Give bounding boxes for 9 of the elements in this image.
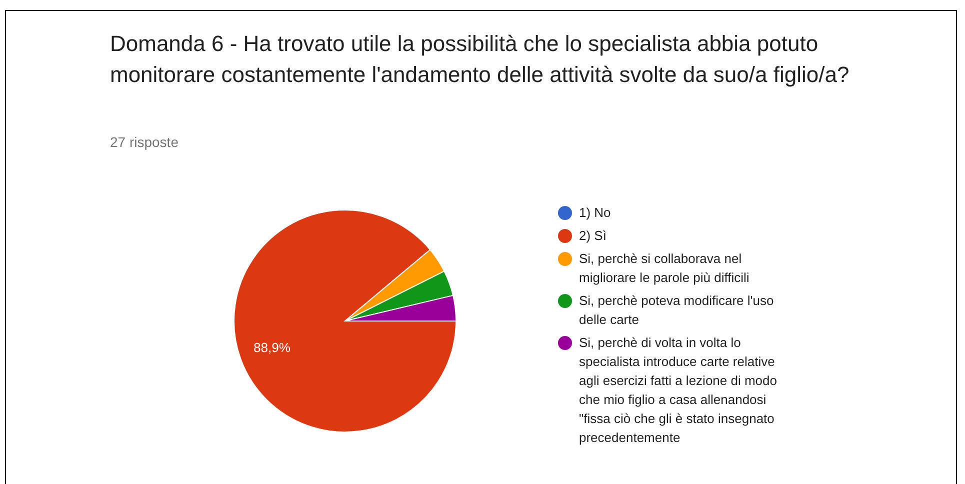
legend-label: Si, perchè poteva modificare l'uso delle carte: [579, 292, 775, 329]
legend-label: Si, perchè di volta in volta lo specialista introduce carte relative agli esercizi fatti a lezione di modo che mio figlio a casa allenandosi "fissa ciò che gli è stato insegnato precedentemente: [579, 334, 778, 447]
data-label: 88,9%: [254, 340, 291, 356]
chart-subtitle: 27 risposte: [110, 134, 178, 150]
pie-slice: [234, 210, 456, 432]
legend-label: 1) No: [579, 204, 611, 222]
legend-label: Si, perchè si collaborava nel migliorare le parole più difficili: [579, 250, 750, 287]
chart-title: Domanda 6 - Ha trovato utile la possibilità che lo specialista abbia potuto monitorare costantemente l'andamento delle attività svolte da suo/a figlio/a?: [110, 30, 850, 89]
legend-label: 2) Sì: [579, 227, 606, 245]
